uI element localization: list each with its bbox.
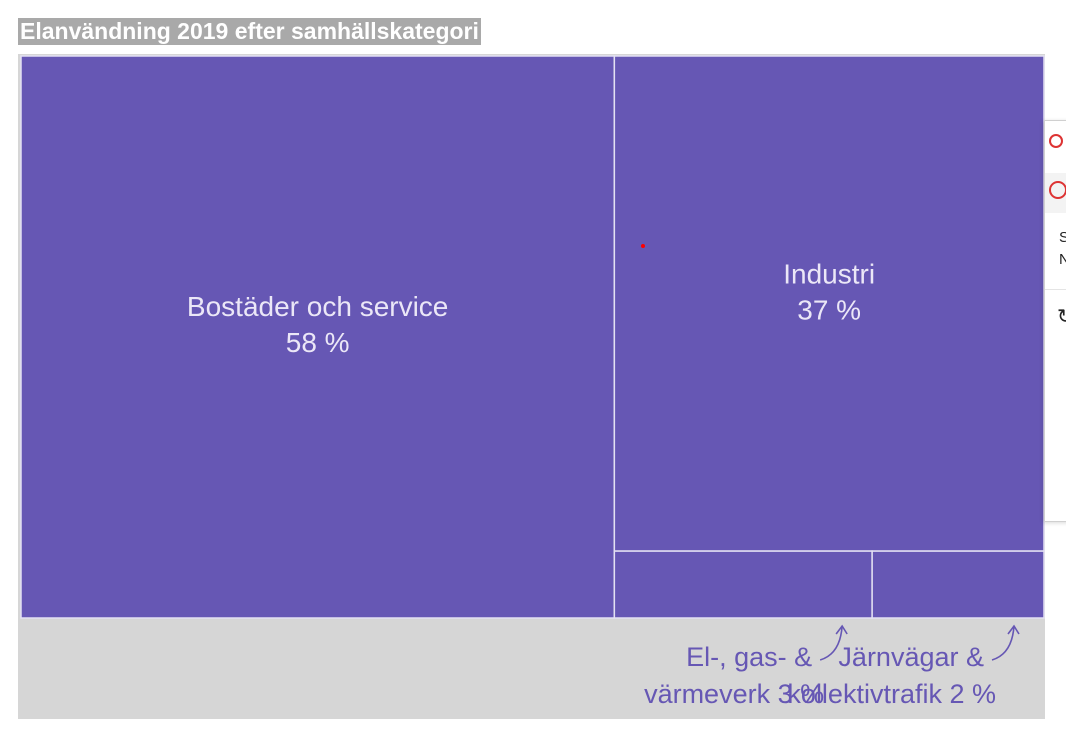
callout-arrow <box>819 625 843 661</box>
chart-title: Elanvändning 2019 efter samhällskategori <box>18 18 481 45</box>
chart-area: Bostäder och service 58 % Industri 37 % El-,… <box>18 54 1045 719</box>
callout-label-name: Järnvägar & <box>838 642 984 672</box>
side-panel-row[interactable]: ↻ <box>1045 289 1066 330</box>
cell-label-value: 37 % <box>797 295 861 326</box>
cell-label-name: Bostäder och service <box>187 291 448 322</box>
refresh-icon: ↻ <box>1057 304 1066 329</box>
callout-label-value: värmeverk 3 % <box>644 679 824 709</box>
treemap-cell-bostader-och-service <box>20 55 616 619</box>
treemap-cell-industri <box>613 55 1045 552</box>
app-icon <box>1049 134 1063 148</box>
callout-arrowhead <box>1007 624 1020 635</box>
side-panel-row[interactable] <box>1045 173 1066 213</box>
side-panel[interactable]: S N ↻ <box>1044 120 1066 522</box>
treemap-chart: Bostäder och service 58 % Industri 37 % El-,… <box>20 55 1045 709</box>
side-panel-row[interactable] <box>1045 131 1066 151</box>
cursor-dot <box>641 244 645 248</box>
callout-arrowhead <box>835 624 848 635</box>
side-panel-text: S N <box>1045 227 1066 279</box>
callout-label-value: kollektivtrafik 2 % <box>787 679 996 709</box>
cell-label-value: 58 % <box>286 327 350 358</box>
treemap-cell-el-gas-varmeverk <box>613 550 873 619</box>
app-icon <box>1049 181 1066 199</box>
callout-label-name: El-, gas- & <box>686 642 812 672</box>
side-panel-line: N <box>1059 249 1066 271</box>
callout-arrow <box>991 625 1015 661</box>
treemap-cell-jarnvagar-kollektivtrafik <box>871 550 1045 619</box>
cell-label-name: Industri <box>783 259 875 290</box>
side-panel-line: S <box>1059 227 1066 249</box>
